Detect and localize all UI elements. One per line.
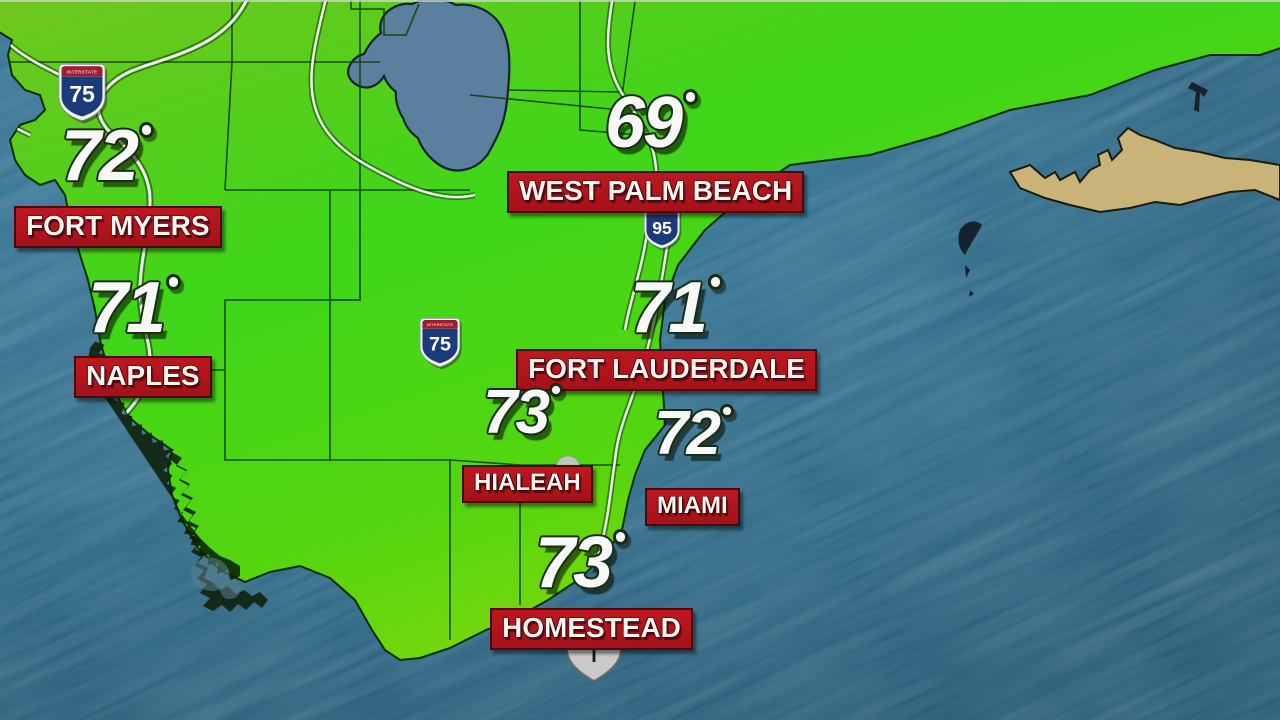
svg-text:75: 75 bbox=[69, 81, 95, 107]
svg-text:95: 95 bbox=[652, 218, 672, 238]
svg-text:75: 75 bbox=[429, 334, 451, 356]
